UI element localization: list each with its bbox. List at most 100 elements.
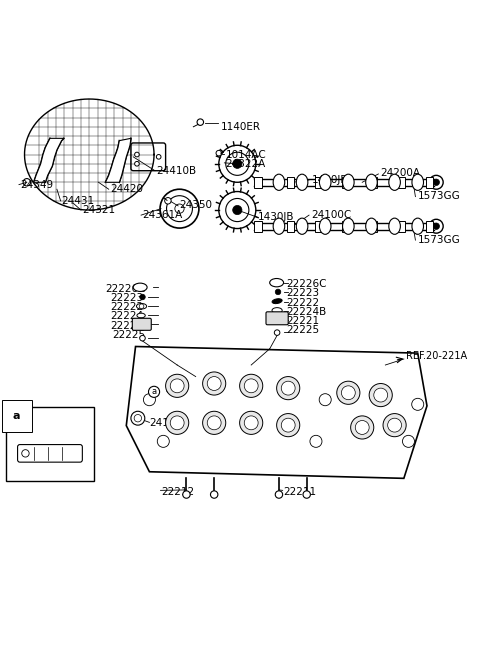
Circle shape bbox=[226, 152, 249, 175]
Text: 24431: 24431 bbox=[61, 195, 95, 206]
Circle shape bbox=[160, 189, 199, 228]
Text: 1573GG: 1573GG bbox=[418, 235, 460, 245]
Circle shape bbox=[337, 381, 360, 404]
Circle shape bbox=[156, 155, 161, 159]
Circle shape bbox=[412, 398, 424, 411]
Ellipse shape bbox=[273, 218, 285, 234]
Circle shape bbox=[144, 394, 156, 405]
Ellipse shape bbox=[296, 174, 308, 190]
Circle shape bbox=[219, 145, 256, 182]
Circle shape bbox=[226, 199, 249, 222]
Circle shape bbox=[139, 304, 144, 308]
Text: 22221: 22221 bbox=[110, 321, 143, 331]
Ellipse shape bbox=[272, 308, 282, 313]
Circle shape bbox=[276, 413, 300, 437]
Circle shape bbox=[433, 223, 440, 230]
Bar bbox=[254, 176, 262, 188]
Ellipse shape bbox=[272, 298, 282, 304]
Text: 1430JB: 1430JB bbox=[312, 175, 348, 185]
Circle shape bbox=[219, 192, 256, 228]
Bar bbox=[314, 220, 322, 232]
Text: 24322A: 24322A bbox=[226, 159, 266, 169]
Circle shape bbox=[281, 381, 295, 395]
Circle shape bbox=[383, 413, 406, 437]
Bar bbox=[342, 176, 350, 188]
Circle shape bbox=[233, 159, 242, 169]
Circle shape bbox=[281, 419, 295, 432]
FancyBboxPatch shape bbox=[18, 445, 83, 462]
Circle shape bbox=[167, 195, 192, 222]
FancyBboxPatch shape bbox=[132, 318, 151, 331]
Bar bbox=[370, 220, 377, 232]
Ellipse shape bbox=[412, 174, 423, 190]
Ellipse shape bbox=[366, 218, 377, 234]
Text: 24150: 24150 bbox=[149, 418, 182, 428]
Text: 22226C: 22226C bbox=[286, 279, 326, 289]
Ellipse shape bbox=[389, 174, 400, 190]
Circle shape bbox=[165, 197, 171, 204]
Bar bbox=[370, 176, 377, 188]
Bar bbox=[398, 176, 405, 188]
Ellipse shape bbox=[273, 174, 285, 190]
Circle shape bbox=[131, 411, 145, 425]
Text: 24321: 24321 bbox=[83, 205, 116, 215]
Text: a: a bbox=[166, 386, 173, 396]
Circle shape bbox=[23, 178, 31, 186]
Bar bbox=[398, 220, 405, 232]
Circle shape bbox=[275, 491, 283, 499]
Ellipse shape bbox=[343, 174, 354, 190]
Bar bbox=[6, 407, 94, 481]
Circle shape bbox=[369, 384, 392, 407]
Bar bbox=[314, 176, 322, 188]
Circle shape bbox=[183, 491, 190, 499]
FancyBboxPatch shape bbox=[131, 143, 166, 171]
Circle shape bbox=[134, 152, 139, 157]
Circle shape bbox=[22, 449, 29, 457]
Text: a: a bbox=[20, 418, 27, 428]
Text: 22225: 22225 bbox=[112, 330, 145, 340]
Text: 24100C: 24100C bbox=[312, 210, 351, 220]
Circle shape bbox=[207, 377, 221, 390]
Circle shape bbox=[402, 436, 415, 447]
Text: 22224B: 22224B bbox=[286, 307, 326, 317]
Text: 22222: 22222 bbox=[110, 302, 143, 312]
Circle shape bbox=[140, 335, 145, 341]
Text: 22211: 22211 bbox=[284, 487, 317, 497]
Circle shape bbox=[203, 372, 226, 395]
Text: REF.20-221A: REF.20-221A bbox=[406, 351, 468, 361]
Text: 24349: 24349 bbox=[20, 180, 53, 190]
Text: 22222: 22222 bbox=[286, 298, 319, 308]
Circle shape bbox=[275, 330, 280, 335]
Circle shape bbox=[388, 419, 402, 432]
Text: 22221: 22221 bbox=[286, 316, 319, 326]
Bar bbox=[342, 220, 350, 232]
Text: 24355: 24355 bbox=[41, 443, 74, 453]
Ellipse shape bbox=[319, 174, 331, 190]
Text: 24200A: 24200A bbox=[381, 168, 420, 178]
Circle shape bbox=[351, 416, 374, 439]
Circle shape bbox=[134, 161, 139, 166]
Circle shape bbox=[244, 379, 258, 393]
Circle shape bbox=[275, 289, 281, 295]
Circle shape bbox=[203, 411, 226, 434]
Bar bbox=[426, 220, 433, 232]
Circle shape bbox=[244, 416, 258, 430]
Ellipse shape bbox=[136, 304, 147, 309]
Text: 24361A: 24361A bbox=[143, 210, 183, 220]
Text: 22223: 22223 bbox=[110, 293, 143, 303]
Circle shape bbox=[148, 386, 159, 398]
Text: 24420: 24420 bbox=[110, 184, 143, 194]
Ellipse shape bbox=[412, 218, 423, 234]
Circle shape bbox=[303, 491, 311, 499]
Circle shape bbox=[197, 119, 204, 125]
Text: 22226C: 22226C bbox=[106, 283, 146, 294]
Circle shape bbox=[157, 436, 169, 447]
Ellipse shape bbox=[319, 218, 331, 234]
Ellipse shape bbox=[137, 313, 145, 318]
Circle shape bbox=[170, 416, 184, 430]
Circle shape bbox=[170, 379, 184, 393]
Bar bbox=[426, 176, 433, 188]
Circle shape bbox=[240, 375, 263, 398]
Circle shape bbox=[429, 175, 443, 189]
Text: 1014AC: 1014AC bbox=[226, 150, 266, 159]
